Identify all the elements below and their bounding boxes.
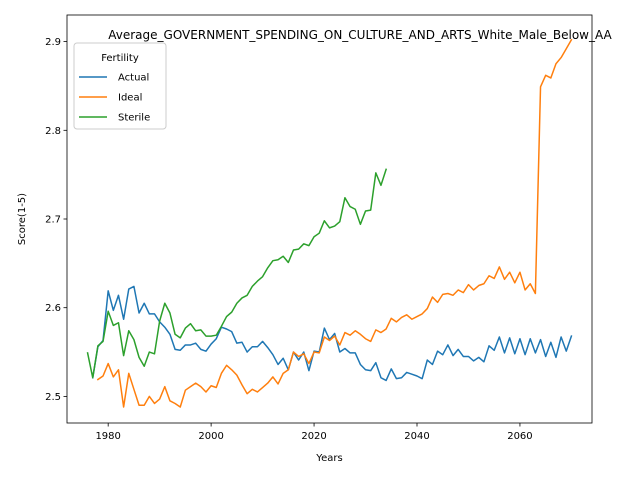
x-axis-label: Years xyxy=(315,453,342,464)
series-line-actual xyxy=(91,285,573,382)
series-line-ideal xyxy=(96,38,573,408)
x-axis-ticks: 1980 2000 2020 2040 2060 xyxy=(95,423,533,442)
x-tick-label: 2040 xyxy=(404,431,429,442)
y-axis-label: Score(1-5) xyxy=(17,193,28,245)
x-tick-label: 2060 xyxy=(507,431,532,442)
legend-title: Fertility xyxy=(101,53,139,64)
x-tick-label: 1980 xyxy=(95,431,120,442)
legend-label-sterile: Sterile xyxy=(118,113,150,124)
y-tick-label: 2.9 xyxy=(45,37,61,48)
x-tick-label: 2000 xyxy=(198,431,223,442)
plot-lines xyxy=(86,38,573,408)
y-tick-label: 2.7 xyxy=(45,215,61,226)
legend-label-actual: Actual xyxy=(118,73,149,84)
legend: Fertility Actual Ideal Sterile xyxy=(73,42,167,130)
legend-label-ideal: Ideal xyxy=(118,93,142,104)
chart-title: Average_GOVERNMENT_SPENDING_ON_CULTURE_A… xyxy=(108,28,612,42)
y-tick-label: 2.8 xyxy=(45,126,61,137)
y-tick-label: 2.5 xyxy=(45,392,61,403)
series-line-sterile xyxy=(86,168,388,379)
x-tick-label: 2020 xyxy=(301,431,326,442)
y-tick-label: 2.6 xyxy=(45,303,61,314)
legend-entries: Actual Ideal Sterile xyxy=(79,73,150,124)
legend-box xyxy=(73,42,167,130)
y-axis-ticks: 2.5 2.6 2.7 2.8 2.9 xyxy=(45,37,67,403)
